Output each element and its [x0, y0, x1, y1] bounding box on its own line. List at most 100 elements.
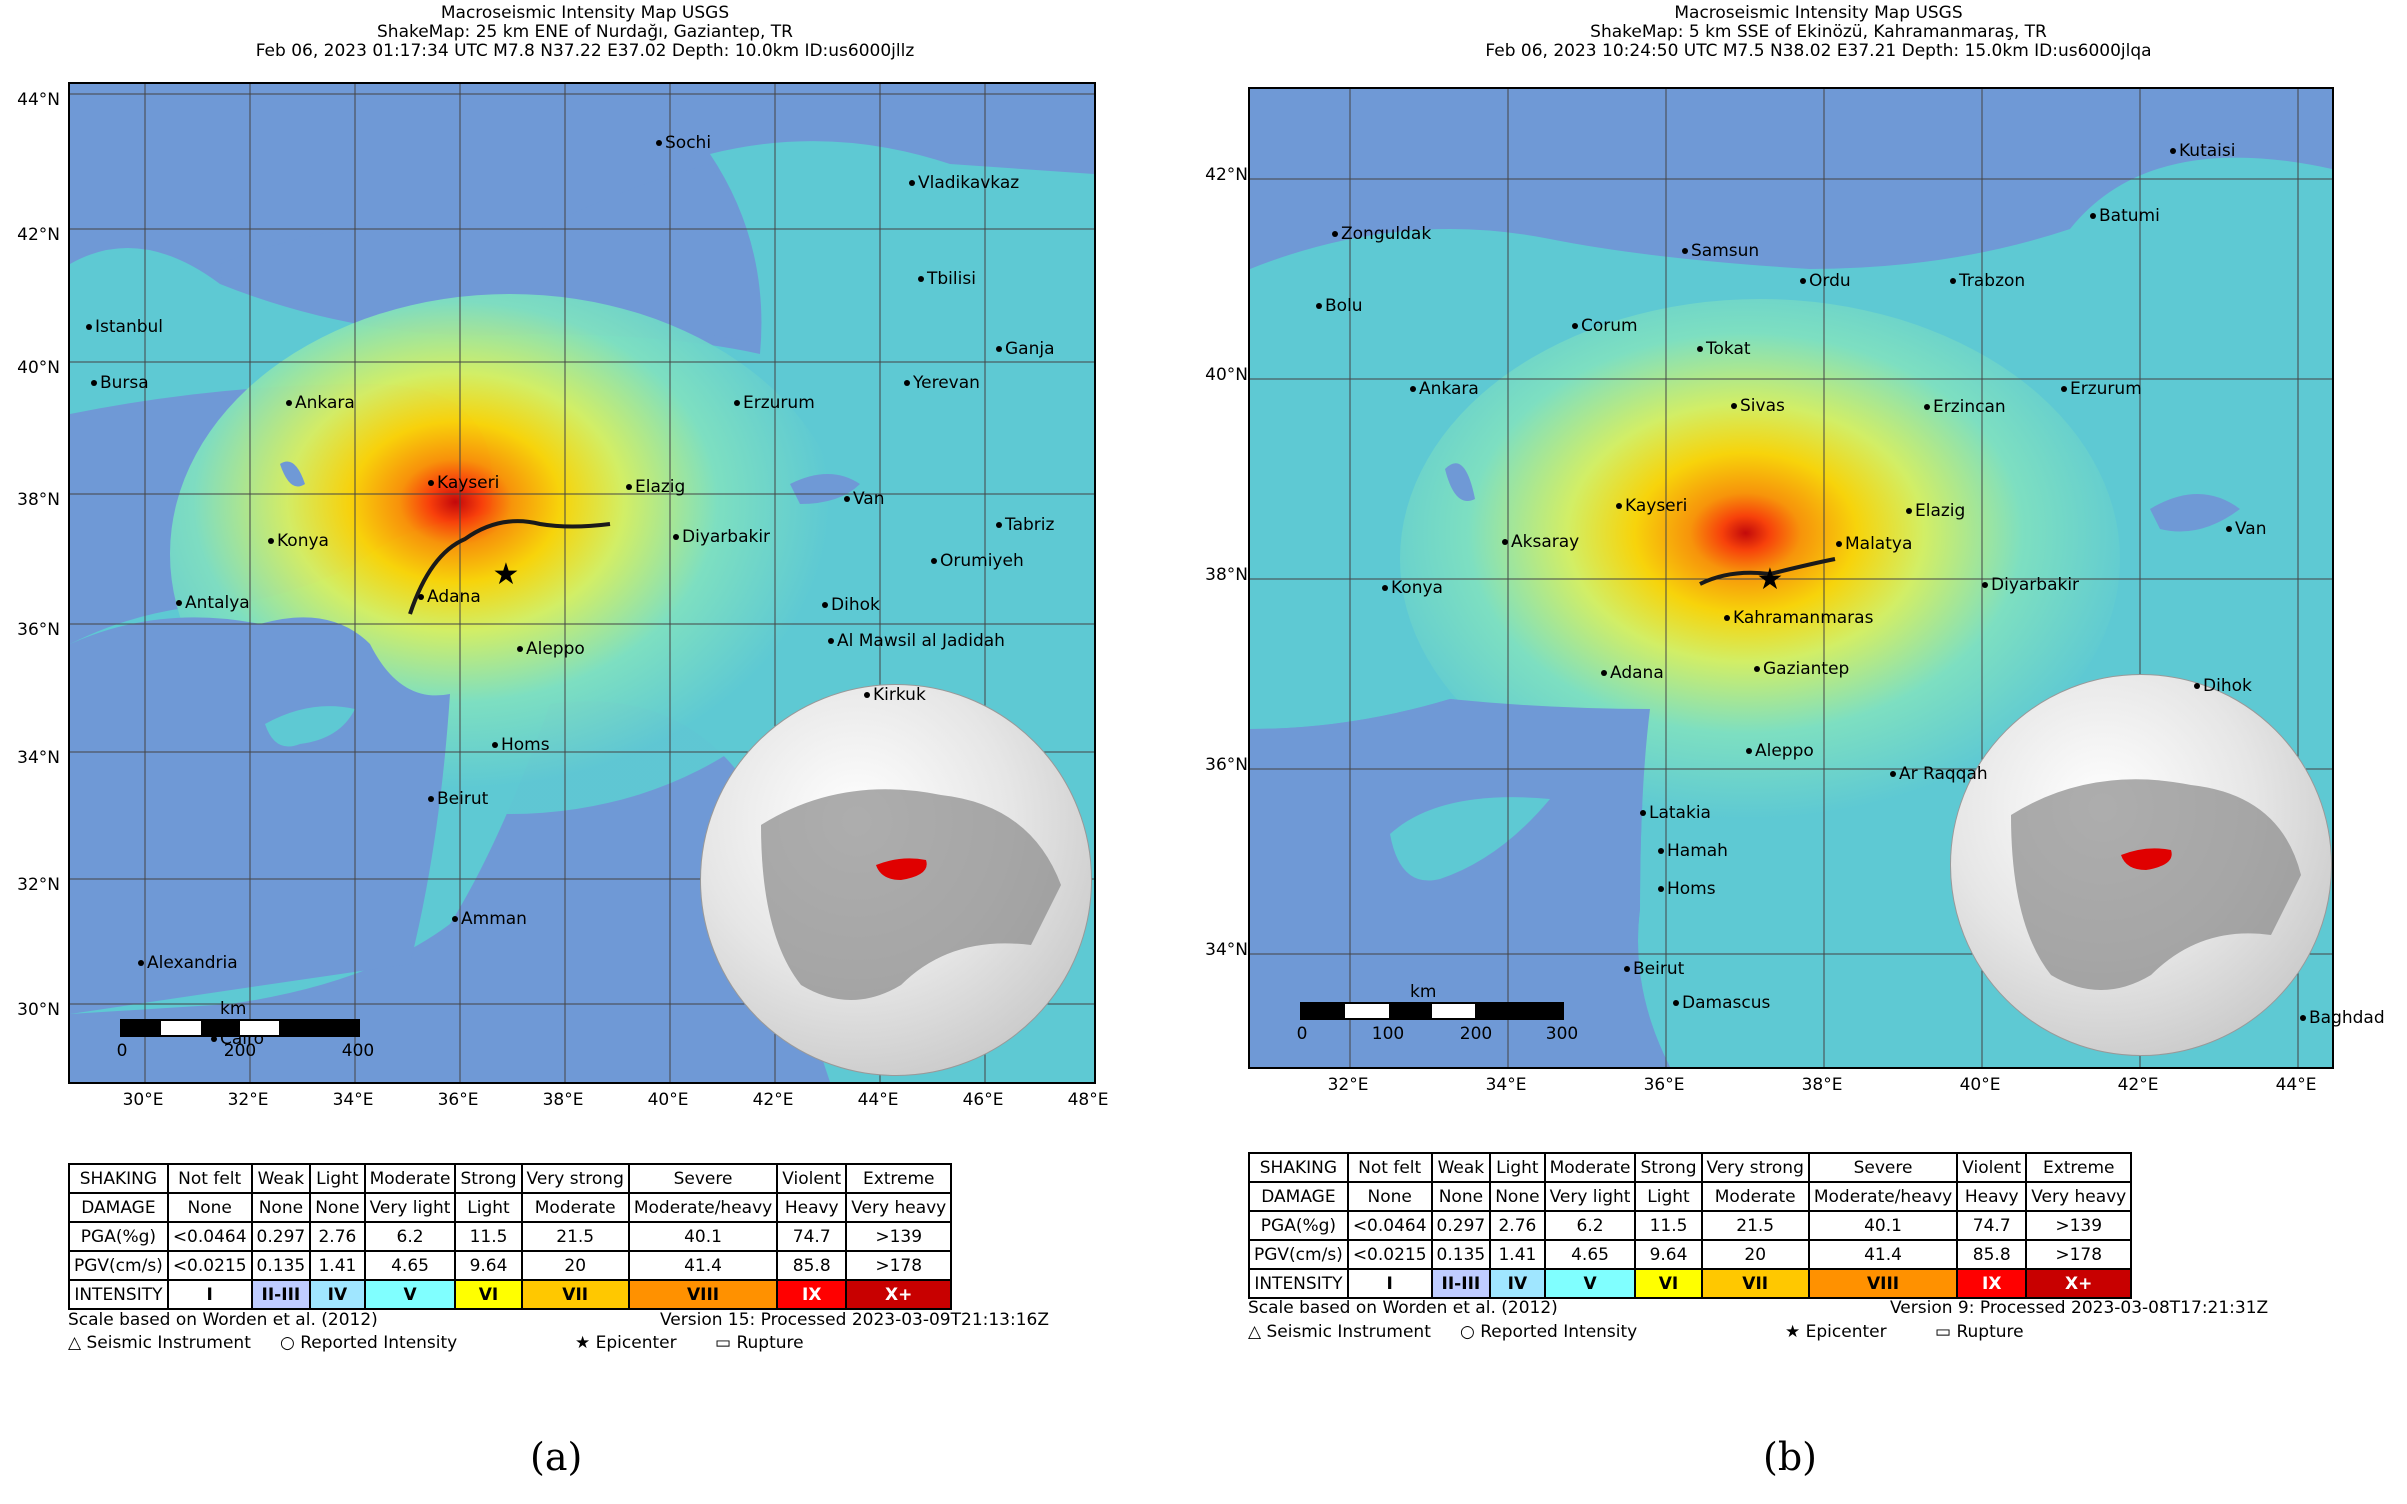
legend-table: SHAKING Not felt Weak Light Moderate Str…	[68, 1163, 953, 1310]
map-title: Macroseismic Intensity Map USGS	[440, 3, 730, 23]
lon-label: 34°E	[1485, 1075, 1527, 1095]
city-label: Orumiyeh	[931, 551, 1024, 571]
legend-cell: 85.8	[776, 1250, 848, 1281]
legend-cell: >178	[845, 1250, 953, 1281]
legend-symbol-instrument: △ Seismic Instrument	[68, 1333, 251, 1353]
legend-cell: 40.1	[627, 1221, 779, 1252]
city-label: Erzurum	[2061, 379, 2142, 399]
city-label: Zonguldak	[1332, 224, 1431, 244]
city-label: Aleppo	[1746, 741, 1814, 761]
legend-row-label: INTENSITY	[68, 1279, 169, 1310]
lat-label: 36°N	[17, 620, 60, 640]
city-label: Istanbul	[86, 317, 163, 337]
legend-cell: 85.8	[1956, 1239, 2028, 1270]
lon-label: 36°E	[1643, 1075, 1685, 1095]
intensity-cell: VIII	[627, 1279, 779, 1310]
legend-cell: <0.0215	[166, 1250, 253, 1281]
legend-cell: 9.64	[1634, 1239, 1703, 1270]
mediterranean-sea	[1250, 699, 1670, 1067]
intensity-cell: VI	[454, 1279, 523, 1310]
legend-cell: Very strong	[1700, 1152, 1810, 1183]
lat-label: 38°N	[1205, 565, 1248, 585]
lon-label: 38°E	[542, 1090, 584, 1110]
city-label: Dihok	[2194, 676, 2252, 696]
legend-symbol-rupture: ▭ Rupture	[1935, 1322, 2024, 1342]
legend-cell: Very heavy	[2025, 1181, 2133, 1212]
intensity-cell: X+	[845, 1279, 953, 1310]
city-label: Gaziantep	[1754, 659, 1849, 679]
legend-row-label: DAMAGE	[68, 1192, 169, 1223]
legend-cell: None	[250, 1192, 312, 1223]
globe-svg	[761, 789, 1061, 1000]
lon-label: 40°E	[647, 1090, 689, 1110]
intensity-cell: VII	[1700, 1268, 1810, 1299]
event-line: Feb 06, 2023 10:24:50 UTC M7.5 N38.02 E3…	[1485, 41, 2152, 61]
city-label: Homs	[1658, 879, 1716, 899]
legend-cell: Light	[1489, 1152, 1546, 1183]
legend-row-label: SHAKING	[1248, 1152, 1349, 1183]
graticule	[1250, 89, 2332, 1067]
map-title: Macroseismic Intensity Map USGS	[1674, 3, 1963, 23]
legend-cell: 2.76	[309, 1221, 366, 1252]
city-label: Ordu	[1800, 271, 1851, 291]
lat-label: 38°N	[17, 490, 60, 510]
legend-cell: 0.297	[250, 1221, 312, 1252]
legend-cell: None	[1346, 1181, 1433, 1212]
city-label: Diyarbakir	[673, 527, 770, 547]
legend-row-label: DAMAGE	[1248, 1181, 1349, 1212]
city-label: Ganja	[996, 339, 1055, 359]
legend-cell: Extreme	[845, 1163, 953, 1194]
scale-note: Scale based on Worden et al. (2012)	[68, 1310, 378, 1330]
legend-row-label: INTENSITY	[1248, 1268, 1349, 1299]
lake-van	[2150, 494, 2240, 532]
city-label: Kirkuk	[864, 685, 926, 705]
city-label: Aleppo	[517, 639, 585, 659]
cyprus	[265, 706, 355, 747]
city-label: Antalya	[176, 593, 250, 613]
lon-label: 38°E	[1801, 1075, 1843, 1095]
legend-row-label: PGA(%g)	[1248, 1210, 1349, 1241]
city-label: Elazig	[626, 477, 685, 497]
legend-cell: 6.2	[1543, 1210, 1637, 1241]
intensity-map-svg: ★	[70, 84, 1094, 1082]
city-label: Ankara	[1410, 379, 1479, 399]
city-label: Corum	[1572, 316, 1638, 336]
city-label: Homs	[492, 735, 550, 755]
city-label: Adana	[418, 587, 481, 607]
legend-cell: Moderate	[1700, 1181, 1810, 1212]
rupture-line	[408, 519, 611, 615]
legend-cell: Severe	[1807, 1152, 1959, 1183]
legend-cell: <0.0464	[1346, 1210, 1433, 1241]
lon-label: 32°E	[227, 1090, 269, 1110]
legend-cell: 0.135	[1430, 1239, 1492, 1270]
lat-label: 40°N	[1205, 365, 1248, 385]
legend-cell: 20	[1700, 1239, 1810, 1270]
city-label: Diyarbakir	[1982, 575, 2079, 595]
version-note: Version 15: Processed 2023-03-09T21:13:1…	[660, 1310, 1049, 1330]
legend-cell: 4.65	[1543, 1239, 1637, 1270]
legend-cell: Violent	[776, 1163, 848, 1194]
legend-cell: Weak	[1430, 1152, 1492, 1183]
legend-cell: <0.0215	[1346, 1239, 1433, 1270]
scale-unit: km	[220, 999, 247, 1019]
legend-cell: Very light	[1543, 1181, 1637, 1212]
city-label: Konya	[1382, 578, 1443, 598]
panel-caption: (a)	[530, 1435, 583, 1479]
map-subtitle: ShakeMap: 25 km ENE of Nurdağı, Gaziante…	[377, 22, 793, 42]
legend-cell: 0.297	[1430, 1210, 1492, 1241]
city-label: Hamah	[1658, 841, 1728, 861]
legend-cell: 74.7	[776, 1221, 848, 1252]
city-label: Ankara	[286, 393, 355, 413]
legend-symbol-instrument: △ Seismic Instrument	[1248, 1322, 1431, 1342]
city-label: Bursa	[91, 373, 149, 393]
lat-label: 32°N	[17, 875, 60, 895]
scale-note: Scale based on Worden et al. (2012)	[1248, 1298, 1558, 1318]
legend-cell: Moderate	[1543, 1152, 1637, 1183]
lake-van	[790, 474, 860, 504]
shaking-zone	[1400, 299, 2120, 819]
scale-tick: 200	[223, 1041, 257, 1061]
version-note: Version 9: Processed 2023-03-08T17:21:31…	[1890, 1298, 2269, 1318]
legend-cell: Very strong	[520, 1163, 630, 1194]
legend-row-label: PGA(%g)	[68, 1221, 169, 1252]
legend-cell: 6.2	[363, 1221, 457, 1252]
